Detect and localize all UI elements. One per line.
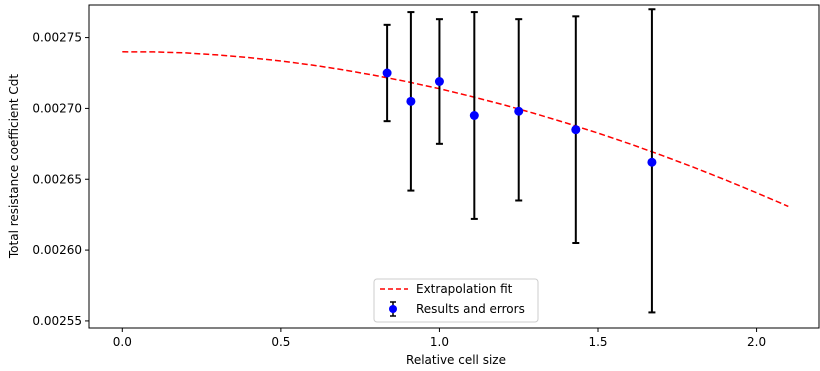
data-point (406, 96, 416, 106)
axes-frame (88, 4, 820, 329)
data-point (647, 157, 657, 167)
data-point (434, 77, 444, 86)
axes (88, 4, 820, 329)
x-axis-label: Relative cell size (406, 353, 506, 367)
y-tick-label: 0.00260 (32, 243, 82, 257)
data-point (571, 125, 581, 135)
legend: Extrapolation fit Results and errors (373, 278, 539, 323)
y-tick-label: 0.00275 (32, 31, 82, 45)
x-tick-label: 1.0 (430, 335, 449, 349)
x-tick-label: 1.5 (588, 335, 607, 349)
legend-box (373, 278, 539, 323)
y-axis-label: Total resistance coefficient Cdt (7, 74, 21, 260)
y-axis-ticks: 0.00255 0.00260 0.00265 0.00270 0.00275 (32, 31, 89, 328)
x-tick-label: 0.0 (113, 335, 132, 349)
fit-line-layer (122, 51, 789, 208)
x-tick-label: 0.5 (271, 335, 290, 349)
x-tick-label: 2.0 (747, 335, 766, 349)
data-point (382, 68, 392, 78)
y-tick-label: 0.00265 (32, 172, 82, 186)
legend-point-swatch (389, 305, 397, 313)
legend-fit-label: Extrapolation fit (416, 282, 513, 296)
y-tick-label: 0.00270 (32, 101, 82, 115)
data-point (514, 106, 524, 116)
errorbar-layer (383, 8, 656, 314)
x-axis-ticks: 0.0 0.5 1.0 1.5 2.0 (113, 328, 766, 349)
data-point (469, 111, 479, 120)
fit-line (122, 51, 789, 208)
point-layer (382, 68, 657, 167)
legend-results-label: Results and errors (416, 302, 525, 316)
y-tick-label: 0.00255 (32, 314, 82, 328)
